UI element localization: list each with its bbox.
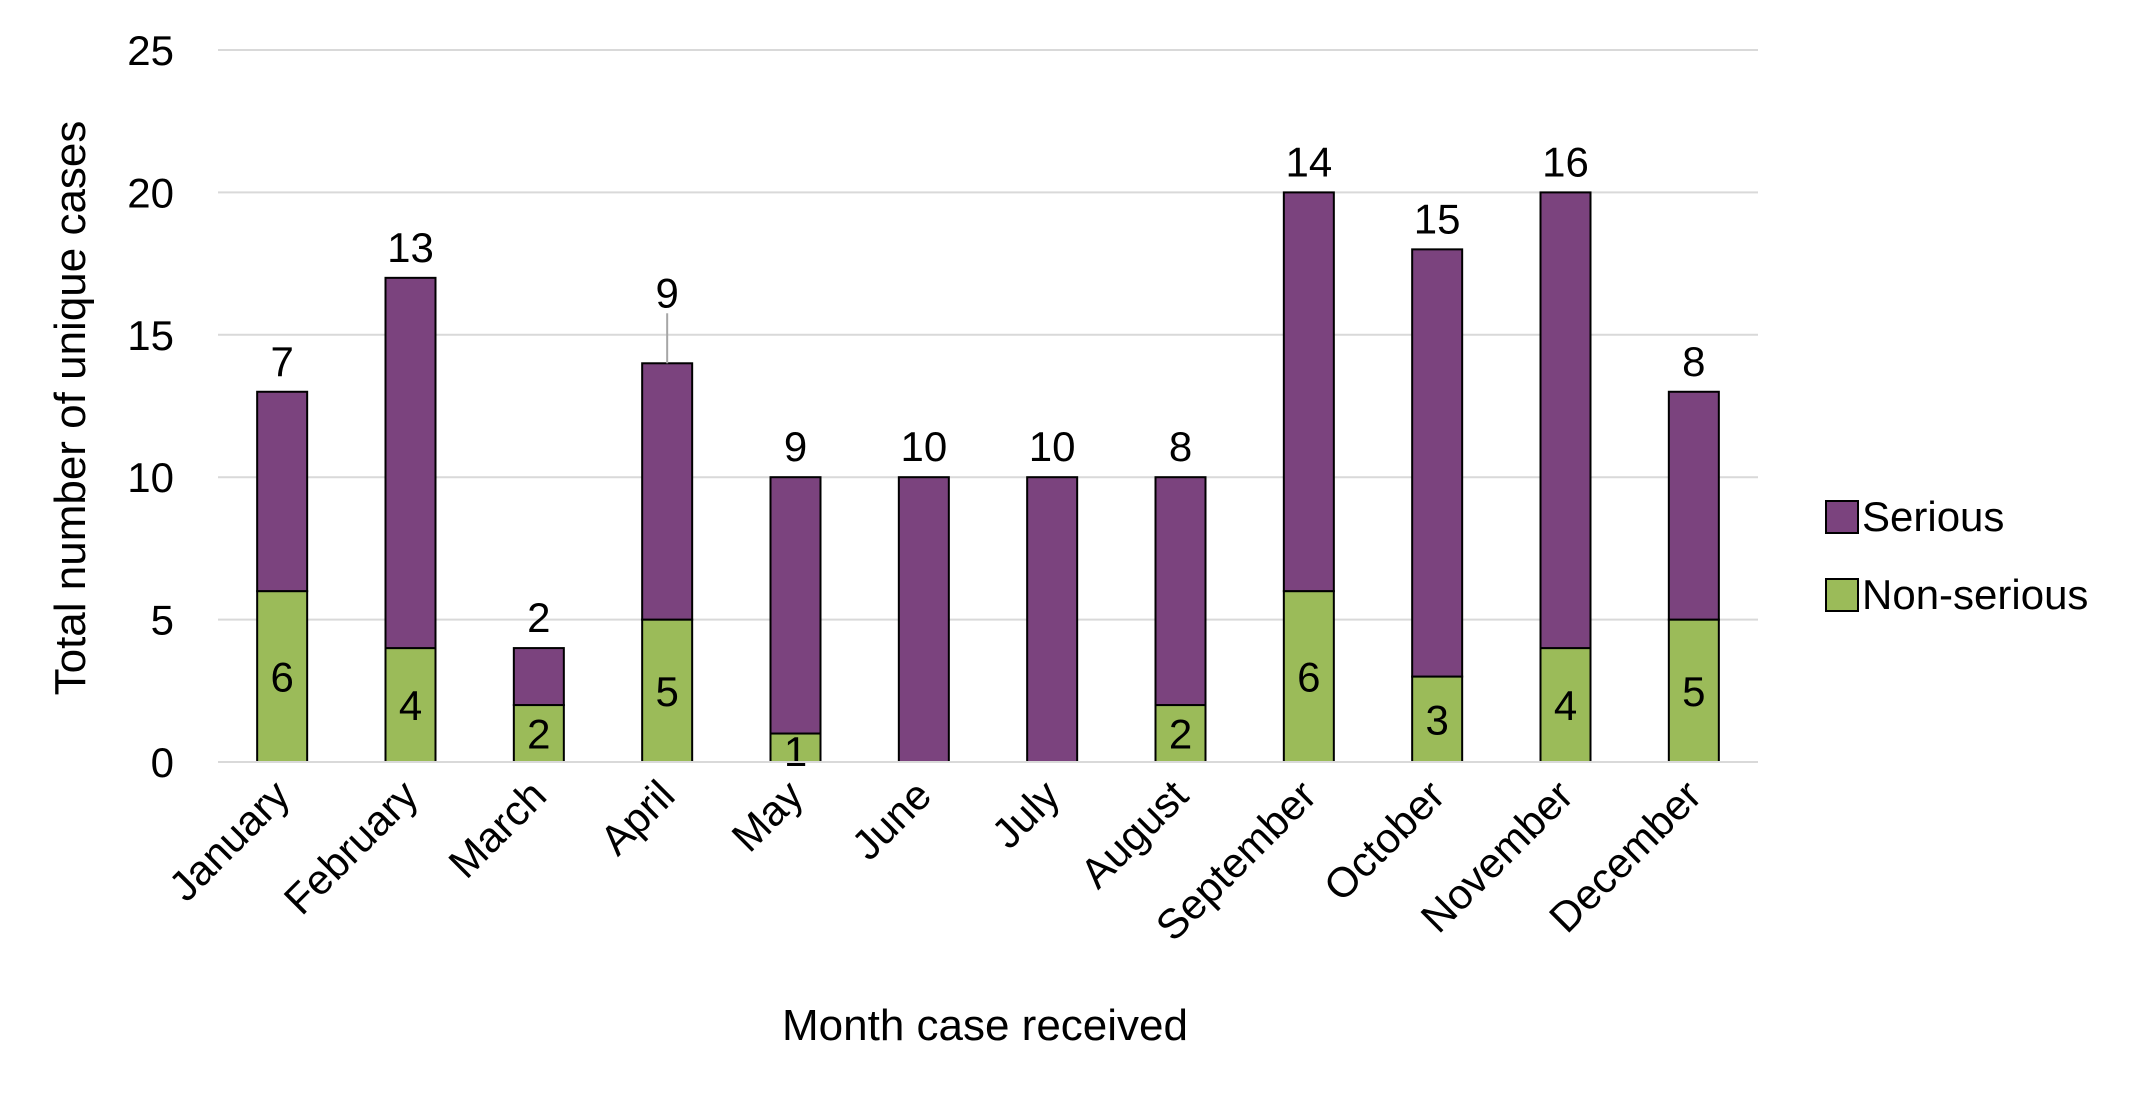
data-label-non-serious: 3 (1425, 696, 1448, 743)
bar-non-serious-october (1411, 675, 1464, 763)
bar-serious-december (1667, 390, 1720, 621)
data-label-serious: 9 (655, 269, 678, 316)
data-label-non-serious: 1 (784, 728, 807, 775)
legend-label: Non-serious (1862, 571, 2088, 618)
y-tick-label: 5 (151, 597, 174, 644)
y-tick-label: 20 (127, 169, 174, 216)
data-label-serious: 8 (1169, 423, 1192, 470)
bar-non-serious-september (1282, 590, 1335, 763)
legend-label: Serious (1862, 493, 2004, 540)
data-label-serious: 14 (1285, 138, 1332, 185)
data-label-non-serious: 2 (1169, 711, 1192, 758)
gridlines (218, 49, 1758, 621)
data-label-non-serious: 5 (1682, 668, 1705, 715)
data-label-serious: 2 (527, 594, 550, 641)
y-tick-label: 15 (127, 312, 174, 359)
bar-non-serious-may (769, 732, 822, 764)
y-tick-label: 10 (127, 454, 174, 501)
bar-non-serious-november (1539, 647, 1592, 764)
bar-serious-may (769, 476, 822, 735)
data-label-non-serious: 2 (527, 711, 550, 758)
data-label-serious: 9 (784, 423, 807, 470)
bar-serious-february (384, 276, 437, 650)
data-label-non-serious: 6 (1297, 654, 1320, 701)
data-label-serious: 15 (1414, 195, 1461, 242)
bar-serious-april (641, 362, 694, 621)
data-label-serious: 7 (270, 338, 293, 385)
bar-serious-june (897, 476, 950, 763)
data-label-non-serious: 4 (1554, 682, 1577, 729)
x-tick-label: May (723, 771, 812, 860)
bar-serious-july (1026, 476, 1079, 763)
bar-serious-october (1411, 248, 1464, 678)
bar-non-serious-january (256, 590, 309, 763)
data-label-serious: 10 (900, 423, 947, 470)
legend: Serious Non-serious (1825, 493, 2088, 618)
data-label-non-serious: 6 (270, 654, 293, 701)
y-axis-title: Total number of unique cases (46, 121, 95, 696)
legend-swatch (1825, 578, 1859, 612)
bar-serious-january (256, 390, 309, 593)
x-axis-title: Month case received (782, 1001, 1188, 1050)
bars (256, 191, 1720, 764)
data-label-serious: 13 (387, 224, 434, 271)
bar-serious-november (1539, 191, 1592, 650)
bar-serious-september (1282, 191, 1335, 593)
x-tick-label: June (843, 771, 941, 869)
x-tick-label: August (1071, 771, 1197, 897)
data-label-non-serious: 5 (655, 668, 678, 715)
data-label-non-serious: 4 (399, 682, 422, 729)
x-tick-label: February (275, 771, 427, 923)
y-tick-label: 0 (151, 739, 174, 786)
data-label-serious: 10 (1029, 423, 1076, 470)
x-tick-label: March (439, 771, 555, 887)
data-label-serious: 8 (1682, 338, 1705, 385)
y-tick-label: 25 (127, 27, 174, 74)
bar-serious-august (1154, 476, 1207, 707)
legend-swatch (1825, 500, 1859, 534)
bar-serious-march (512, 647, 565, 707)
x-tick-label: July (982, 771, 1068, 857)
x-tick-label: April (591, 771, 684, 864)
data-label-serious: 16 (1542, 138, 1589, 185)
